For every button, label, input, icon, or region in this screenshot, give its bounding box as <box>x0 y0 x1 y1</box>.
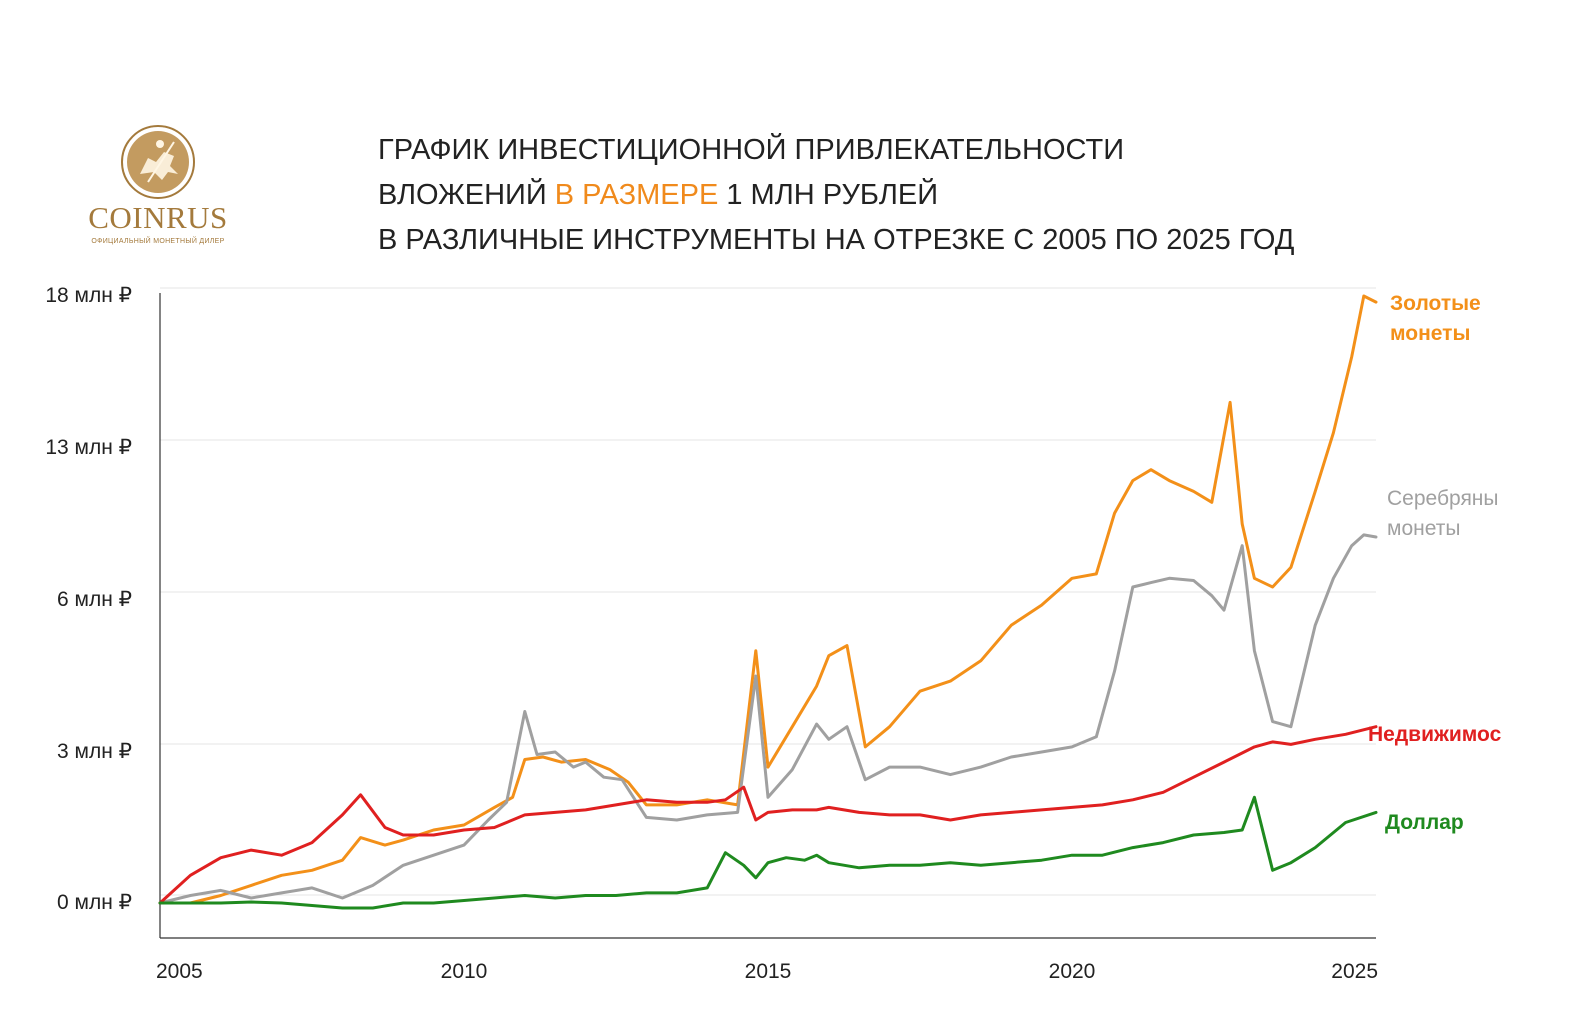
y-tick-label: 3 млн ₽ <box>57 740 132 763</box>
series-line-1 <box>158 294 1378 905</box>
coinrus-logo: COINRUS ОФИЦИАЛЬНЫЙ МОНЕТНЫЙ ДИЛЕР <box>78 122 238 252</box>
series-line-4 <box>158 795 1378 910</box>
x-tick-label: 2020 <box>1049 960 1096 983</box>
logo-wordmark: COINRUS <box>88 200 228 235</box>
series-label-2: Серебряны монеты <box>1387 487 1499 540</box>
series-label-1: Золотые монеты <box>1390 292 1481 345</box>
series-line-3 <box>158 725 1378 905</box>
series-label-4: Доллар <box>1385 811 1464 834</box>
x-tick-label: 2005 <box>156 960 203 983</box>
title-line-3: В РАЗЛИЧНЫЕ ИНСТРУМЕНТЫ НА ОТРЕЗКЕ С 200… <box>378 224 1295 256</box>
chart-title: ГРАФИК ИНВЕСТИЦИОННОЙ ПРИВЛЕКАТЕЛЬНОСТИ … <box>378 128 1294 263</box>
y-tick-label: 18 млн ₽ <box>45 284 132 307</box>
logo-tagline: ОФИЦИАЛЬНЫЙ МОНЕТНЫЙ ДИЛЕР <box>91 238 225 245</box>
y-tick-label: 13 млн ₽ <box>45 436 132 459</box>
x-tick-label: 2010 <box>441 960 488 983</box>
title-line-2-accent: В РАЗМЕРЕ <box>554 179 719 211</box>
title-line-2-post: 1 МЛН РУБЛЕЙ <box>718 179 939 211</box>
title-line-2-pre: ВЛОЖЕНИЙ <box>378 179 555 211</box>
st-george-emblem-icon <box>121 125 195 199</box>
y-tick-label: 6 млн ₽ <box>57 588 132 611</box>
x-tick-label: 2015 <box>745 960 792 983</box>
series-label-3: Недвижимос <box>1368 723 1502 746</box>
title-line-1: ГРАФИК ИНВЕСТИЦИОННОЙ ПРИВЛЕКАТЕЛЬНОСТИ <box>378 134 1125 166</box>
y-tick-label: 0 млн ₽ <box>57 891 132 914</box>
title-line-2: ВЛОЖЕНИЙ В РАЗМЕРЕ 1 МЛН РУБЛЕЙ <box>378 173 1294 218</box>
series-line-2 <box>158 533 1378 905</box>
x-tick-label: 2025 <box>1331 960 1378 983</box>
